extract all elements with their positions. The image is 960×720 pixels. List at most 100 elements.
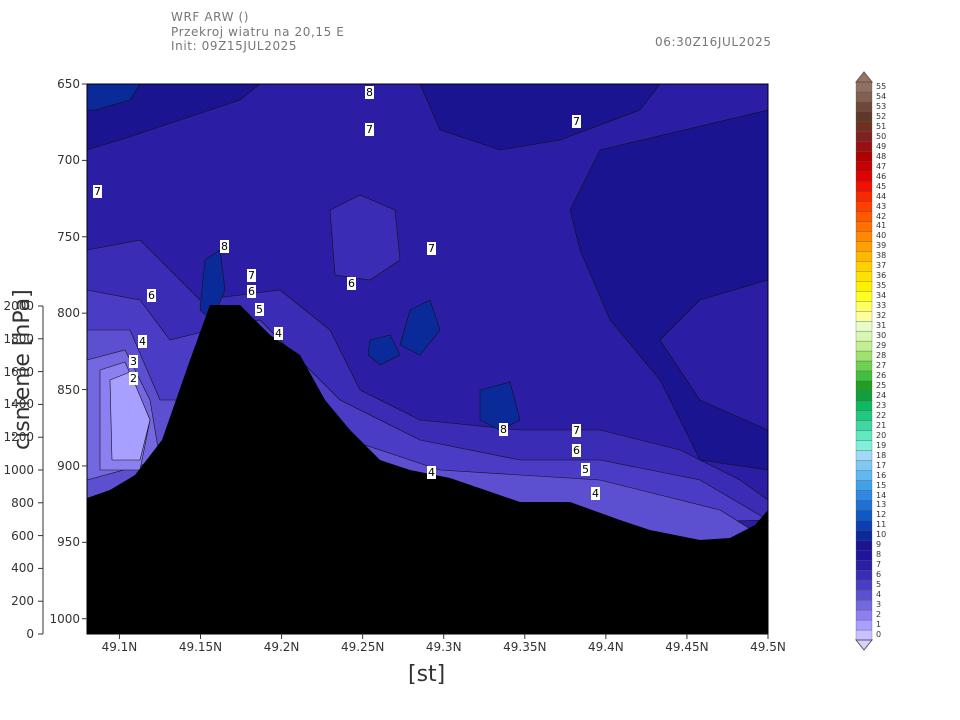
colorbar-level-label: 34 bbox=[876, 291, 887, 301]
colorbar-level-label: 44 bbox=[876, 191, 887, 201]
colorbar-segment bbox=[855, 380, 873, 392]
terrain-mask bbox=[87, 305, 768, 634]
colorbar-level-label: 27 bbox=[876, 360, 887, 370]
height-tick-label: 0 bbox=[26, 627, 34, 641]
colorbar-level-label: 23 bbox=[876, 400, 887, 410]
contour-label: 4 bbox=[138, 335, 147, 348]
colorbar-segment bbox=[855, 400, 873, 411]
colorbar-level-label: 49 bbox=[876, 141, 887, 151]
colorbar-segment bbox=[855, 470, 873, 481]
colorbar-level-label: 0 bbox=[876, 630, 882, 640]
colorbar-level-label: 25 bbox=[876, 380, 887, 390]
colorbar-segment bbox=[855, 221, 873, 232]
colorbar-segment bbox=[855, 261, 873, 272]
colorbar-level-label: 52 bbox=[876, 111, 887, 121]
colorbar-segment bbox=[855, 430, 873, 441]
colorbar-segment bbox=[855, 420, 873, 431]
colorbar-level-label: 6 bbox=[876, 570, 882, 580]
colorbar-segment bbox=[855, 181, 873, 192]
colorbar-level-label: 5 bbox=[876, 580, 882, 590]
contour-label: 2 bbox=[129, 372, 138, 385]
colorbar-segment bbox=[855, 241, 873, 252]
colorbar-level-label: 1 bbox=[876, 620, 882, 630]
colorbar-segment bbox=[855, 440, 873, 451]
height-tick-label: 600 bbox=[11, 528, 34, 543]
colorbar-level-label: 14 bbox=[876, 490, 887, 500]
contour-label: 6 bbox=[347, 277, 356, 290]
colorbar-segment bbox=[855, 161, 873, 172]
contour-label: 6 bbox=[247, 285, 256, 298]
colorbar-segment bbox=[855, 629, 873, 641]
x-tick-label: 49.5N bbox=[750, 640, 786, 654]
colorbar-level-label: 51 bbox=[876, 121, 887, 131]
colorbar-level-label: 55 bbox=[876, 81, 887, 91]
height-tick-label: 2000 bbox=[3, 299, 34, 313]
colorbar-level-label: 31 bbox=[876, 321, 887, 331]
colorbar-level-label: 32 bbox=[876, 311, 887, 321]
colorbar-top-arrow bbox=[854, 71, 874, 83]
x-tick-label: 49.2N bbox=[263, 640, 300, 654]
colorbar-segment bbox=[855, 480, 873, 491]
colorbar-level-label: 2 bbox=[876, 610, 882, 620]
colorbar-segment bbox=[855, 540, 873, 551]
colorbar-segment bbox=[855, 231, 873, 242]
colorbar-segment bbox=[855, 490, 873, 501]
colorbar-level-label: 7 bbox=[876, 560, 882, 570]
x-tick-label: 49.1N bbox=[101, 640, 138, 654]
colorbar-level-label: 17 bbox=[876, 460, 887, 470]
pressure-tick-label: 650 bbox=[57, 77, 80, 91]
colorbar-level-label: 46 bbox=[876, 171, 887, 181]
contour-label: 7 bbox=[247, 269, 256, 282]
colorbar-level-label: 16 bbox=[876, 470, 887, 480]
colorbar-level-label: 53 bbox=[876, 101, 887, 111]
contour-label: 4 bbox=[427, 466, 436, 479]
colorbar-level-label: 33 bbox=[876, 301, 887, 311]
colorbar-segment bbox=[855, 350, 873, 362]
colorbar-segment bbox=[855, 450, 873, 461]
colorbar-level-label: 54 bbox=[876, 91, 887, 101]
colorbar-level-label: 20 bbox=[876, 430, 887, 440]
height-tick-label: 1200 bbox=[3, 430, 34, 445]
colorbar-level-label: 15 bbox=[876, 480, 887, 490]
colorbar-level-label: 35 bbox=[876, 281, 887, 291]
colorbar-segment bbox=[855, 410, 873, 421]
colorbar-level-label: 18 bbox=[876, 450, 887, 460]
colorbar-level-label: 4 bbox=[876, 590, 882, 600]
wind-region-12 bbox=[399, 299, 441, 356]
colorbar-segment bbox=[855, 619, 873, 631]
colorbar-level-label: 42 bbox=[876, 211, 887, 221]
colorbar-segment bbox=[855, 81, 873, 93]
valid-time: 06:30Z16JUL2025 bbox=[655, 35, 772, 49]
colorbar-segment bbox=[855, 281, 873, 292]
height-tick-label: 1600 bbox=[3, 364, 34, 379]
contour-label: 7 bbox=[365, 123, 374, 136]
colorbar-level-label: 30 bbox=[876, 331, 887, 341]
height-tick-label: 1000 bbox=[3, 463, 34, 477]
pressure-tick-label: 800 bbox=[57, 306, 80, 321]
colorbar-level-label: 43 bbox=[876, 201, 887, 211]
colorbar-segment bbox=[855, 560, 873, 571]
colorbar-segment bbox=[855, 330, 873, 342]
contour-label: 4 bbox=[274, 327, 283, 340]
contour-label: 8 bbox=[365, 86, 374, 99]
colorbar-segment bbox=[855, 570, 873, 581]
pressure-tick-label: 950 bbox=[57, 535, 80, 550]
colorbar-level-label: 29 bbox=[876, 341, 887, 351]
colorbar-level-label: 13 bbox=[876, 500, 887, 510]
colorbar-level-label: 21 bbox=[876, 420, 887, 430]
colorbar-segment bbox=[855, 111, 873, 123]
colorbar-level-label: 11 bbox=[876, 520, 887, 530]
contour-label: 6 bbox=[572, 444, 581, 457]
x-axis-label: [st] bbox=[408, 662, 446, 687]
contour-label: 8 bbox=[220, 240, 229, 253]
colorbar-level-label: 37 bbox=[876, 261, 887, 271]
colorbar-segment bbox=[855, 609, 873, 621]
colorbar-segment bbox=[855, 530, 873, 541]
pressure-tick-label: 750 bbox=[57, 229, 80, 244]
colorbar-segment bbox=[855, 271, 873, 282]
colorbar-segment bbox=[855, 141, 873, 152]
colorbar-segment bbox=[855, 580, 873, 591]
colorbar-segment bbox=[855, 360, 873, 372]
colorbar-level-label: 26 bbox=[876, 370, 887, 380]
x-tick-label: 49.35N bbox=[503, 640, 547, 654]
